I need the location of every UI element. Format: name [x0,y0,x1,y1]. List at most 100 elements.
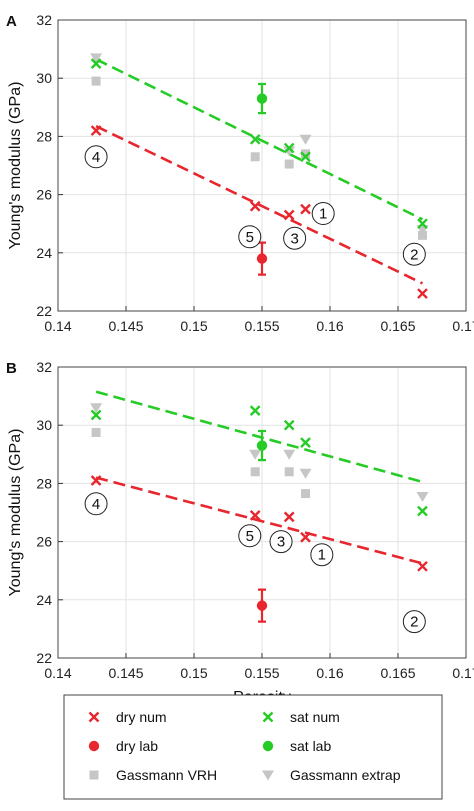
data-point [299,134,312,145]
legend-marker [262,740,274,752]
sample-circle [311,202,335,226]
data-point-shape [256,253,268,264]
data-point [417,505,428,517]
x-tick-label: 0.155 [244,665,279,681]
sample-label: 5 [246,528,254,545]
data-point [249,405,261,416]
legend-label: Gassmann extrap [290,767,401,783]
plot-frame [57,19,467,312]
panel-label: B [6,360,17,377]
data-point-shape [300,531,311,543]
sample-circle [238,225,262,249]
y-tick-label: 24 [36,592,52,608]
sample-label: 3 [277,534,285,551]
data-point [250,152,260,162]
sample-circle [84,492,108,516]
legend: dry num sat num dry lab sat lab Gassmann VRH… [63,694,443,800]
y-axis-label: Young's modulus (GPa) [7,82,24,250]
legend-box [63,694,443,800]
data-point-shape [299,134,312,145]
panel-label: A [6,13,17,30]
data-point [416,491,429,502]
data-point-shape [301,149,311,159]
legend-marker [262,711,274,723]
x-tick-label: 0.145 [108,318,143,334]
x-tick-label: 0.15 [180,318,207,334]
data-point-shape [284,467,294,477]
sample-circle [238,524,262,548]
data-point [90,475,102,486]
sample-circle [402,610,426,634]
x-tick-label: 0.145 [108,665,143,681]
data-point-shape [250,467,260,477]
x-tick-label: 0.165 [380,318,415,334]
x-tick-label: 0.165 [380,665,415,681]
panel-b: 0.140.1450.150.1550.160.1650.17222426283… [6,359,474,706]
data-point [300,203,311,215]
data-point-shape [249,133,261,145]
data-point [90,403,103,414]
data-point-shape [417,230,427,240]
data-point-shape [283,209,295,221]
data-point-shape [90,403,103,414]
data-point [299,468,312,479]
sample-circle [269,530,293,554]
legend-marker [88,711,100,723]
sample-label: 4 [92,496,100,513]
y-tick-label: 26 [36,534,52,550]
data-point [301,149,311,159]
y-tick-label: 30 [36,417,52,433]
data-point [417,560,428,572]
trend-line [95,390,423,484]
data-point-shape [416,491,429,502]
data-point-shape [284,159,294,169]
data-point [284,467,294,477]
legend-label: sat num [290,709,340,725]
x-tick-label: 0.14 [44,318,71,334]
x-tick-label: 0.16 [316,318,343,334]
data-point-shape [256,600,268,611]
y-tick-label: 22 [36,650,52,666]
sample-label: 5 [246,229,254,246]
data-point [249,133,261,145]
data-point-shape [256,440,268,451]
data-point [256,600,268,611]
data-point [250,467,260,477]
sample-label: 1 [318,547,326,564]
data-point [249,200,261,212]
y-tick-label: 24 [36,245,52,261]
legend-marker-shape [262,770,274,781]
data-point [249,510,261,521]
y-tick-label: 26 [36,187,52,203]
legend-marker-shape [88,740,100,752]
data-point-shape [90,125,102,136]
data-point [283,511,295,523]
data-point-shape [90,409,102,421]
sample-circle [402,242,426,266]
x-tick-label: 0.14 [44,665,71,681]
data-point-shape [283,419,295,431]
sample-label: 1 [319,206,327,223]
data-point [283,146,296,157]
data-point-shape [301,489,311,499]
legend-marker-shape [262,711,274,723]
data-point [283,449,296,460]
x-tick-label: 0.16 [316,665,343,681]
data-point [417,288,428,299]
x-tick-label: 0.17 [452,665,474,681]
data-point-shape [91,76,101,86]
sample-circle [310,543,334,567]
y-tick-label: 22 [36,303,52,319]
data-point-shape [300,437,311,449]
sample-label: 3 [290,230,298,247]
data-point [300,151,311,163]
legend-marker-shape [262,740,274,752]
data-point [283,142,295,154]
data-point [256,253,268,264]
data-point-shape [249,510,261,521]
data-point [90,125,102,136]
data-point-shape [250,152,260,162]
y-tick-label: 28 [36,128,52,144]
legend-marker [88,740,100,752]
data-point-shape [417,218,428,230]
